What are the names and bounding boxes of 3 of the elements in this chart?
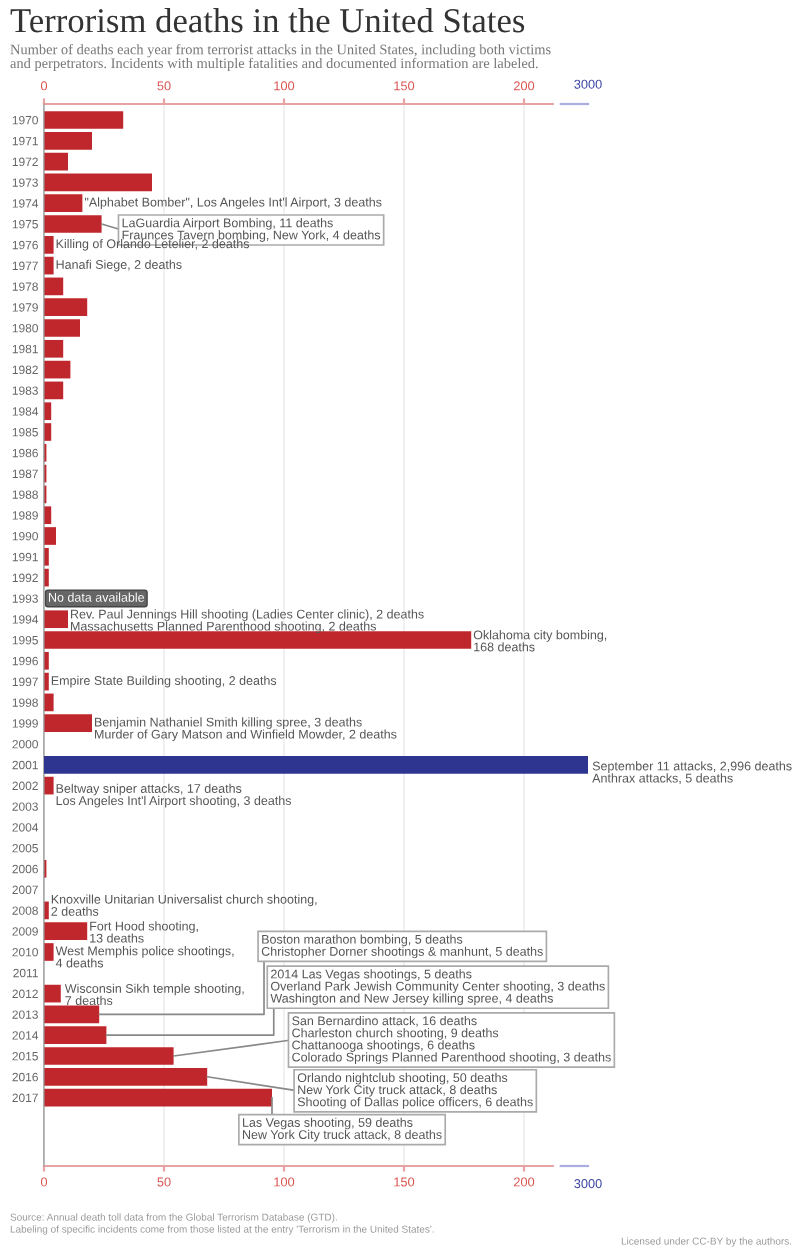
- bar: [44, 776, 54, 795]
- bar: [44, 984, 61, 1003]
- chart-title: Terrorism deaths in the United States: [10, 8, 525, 33]
